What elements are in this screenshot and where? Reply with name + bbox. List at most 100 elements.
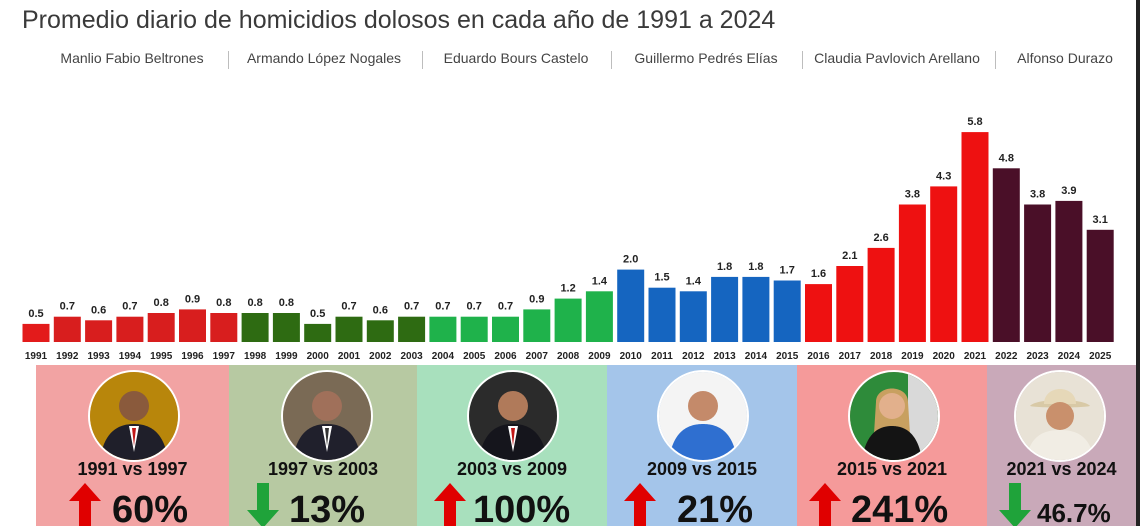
- change-percent: 46.7%: [1037, 498, 1111, 526]
- period-panel: 2009 vs 2015 21%: [607, 365, 797, 526]
- value-label: 0.8: [154, 297, 169, 309]
- value-label: 1.5: [654, 272, 669, 284]
- tick-label-year: 2018: [870, 351, 893, 362]
- tick-label-year: 1996: [181, 351, 204, 362]
- tick-label-year: 2015: [776, 351, 799, 362]
- arrow-up-icon: [434, 483, 466, 526]
- chart-title: Promedio diario de homicidios dolosos en…: [22, 6, 776, 34]
- bar-2020: [930, 186, 958, 342]
- governor-photo: [848, 370, 940, 462]
- value-label: 0.7: [435, 301, 450, 313]
- tick-label-year: 2003: [400, 351, 423, 362]
- value-label: 2.6: [873, 232, 888, 244]
- tick-label-year: 2017: [839, 351, 862, 362]
- tick-label-year: 2012: [682, 351, 705, 362]
- divider: [995, 51, 996, 69]
- tick-label-year: 1995: [150, 351, 173, 362]
- governor-name: Armando López Nogales: [246, 50, 402, 66]
- bar-1998: [241, 313, 269, 342]
- bar-2007: [523, 309, 551, 342]
- change-percent: 100%: [473, 489, 571, 526]
- tick-label-year: 2004: [432, 351, 455, 362]
- change-percent: 60%: [112, 489, 189, 526]
- tick-label-year: 2016: [807, 351, 830, 362]
- comparison-label: 2015 vs 2021: [836, 459, 948, 479]
- value-label: 1.4: [686, 275, 702, 287]
- arrow-up-icon: [624, 483, 656, 526]
- bar-1991: [22, 323, 50, 342]
- tick-label-year: 2008: [557, 351, 580, 362]
- tick-label-year: 2022: [995, 351, 1018, 362]
- bar-2011: [648, 287, 676, 342]
- tick-label-year: 1997: [213, 351, 236, 362]
- divider: [228, 51, 229, 69]
- governor-photo: [1014, 370, 1106, 462]
- tick-label-year: 2021: [964, 351, 987, 362]
- value-label: 1.4: [592, 275, 608, 287]
- bar-2012: [679, 291, 707, 342]
- period-panel: 1991 vs 1997 60%: [36, 365, 229, 526]
- value-label: 0.8: [216, 297, 231, 309]
- governor-photo: [467, 370, 559, 462]
- divider: [802, 51, 803, 69]
- value-label: 0.7: [467, 301, 482, 313]
- tick-label-year: 2025: [1089, 351, 1112, 362]
- comparison-label: 1997 vs 2003: [267, 459, 379, 479]
- tick-label-year: 1992: [56, 351, 79, 362]
- change-percent: 13%: [289, 489, 366, 526]
- divider: [422, 51, 423, 69]
- value-label: 2.0: [623, 254, 638, 266]
- governor-photo: [657, 370, 749, 462]
- tick-label-year: 2010: [620, 351, 643, 362]
- value-label: 0.8: [247, 297, 262, 309]
- tick-label-year: 2006: [494, 351, 517, 362]
- bar-1996: [179, 309, 206, 342]
- tick-label-year: 1999: [275, 351, 298, 362]
- right-border: [1136, 0, 1140, 526]
- value-label: 4.3: [936, 170, 951, 182]
- bar-2003: [398, 316, 426, 342]
- governor-photo: [281, 370, 373, 462]
- bar-2006: [492, 316, 519, 342]
- tick-label-year: 2002: [369, 351, 392, 362]
- bar-2008: [554, 298, 582, 342]
- period-panel: 2021 vs 2024 46.7%: [987, 365, 1136, 526]
- tick-label-year: 2005: [463, 351, 486, 362]
- value-label: 0.7: [60, 301, 75, 313]
- bar-2002: [366, 320, 394, 342]
- tick-label-year: 2001: [338, 351, 361, 362]
- divider: [611, 51, 612, 69]
- value-label: 0.7: [341, 301, 356, 313]
- tick-label-year: 1994: [119, 351, 142, 362]
- arrow-down-icon: [999, 483, 1031, 526]
- bar-1997: [210, 313, 238, 342]
- value-label: 1.8: [748, 261, 763, 273]
- value-label: 0.9: [185, 293, 200, 305]
- bar-2014: [742, 276, 770, 342]
- value-label: 3.8: [905, 189, 920, 201]
- governor-name: Eduardo Bours Castelo: [443, 50, 589, 66]
- value-label: 2.1: [842, 250, 857, 262]
- bar-2004: [429, 316, 457, 342]
- governor-names-row: Manlio Fabio Beltrones Armando López Nog…: [20, 50, 1120, 72]
- value-label: 0.9: [529, 293, 544, 305]
- period-panels: 1991 vs 1997 60% 1997 vs 2003 13% 2003 v…: [0, 365, 1140, 526]
- bar-2021: [961, 132, 989, 342]
- bar-2005: [460, 316, 488, 342]
- bar-2017: [836, 266, 864, 342]
- value-label: 0.7: [498, 301, 513, 313]
- value-label: 0.5: [28, 308, 43, 320]
- tick-label-year: 2011: [651, 351, 673, 362]
- bar-2022: [992, 168, 1020, 342]
- governor-name: Alfonso Durazo: [1017, 50, 1113, 66]
- value-label: 5.8: [967, 116, 982, 128]
- bar-1994: [116, 316, 144, 342]
- value-label: 0.6: [91, 304, 106, 316]
- value-label: 1.2: [560, 283, 575, 295]
- value-label: 1.8: [717, 261, 732, 273]
- tick-label-year: 2019: [901, 351, 924, 362]
- bar-2025: [1086, 229, 1114, 342]
- value-label: 0.6: [373, 304, 388, 316]
- bar-1999: [272, 313, 300, 342]
- arrow-up-icon: [69, 483, 101, 526]
